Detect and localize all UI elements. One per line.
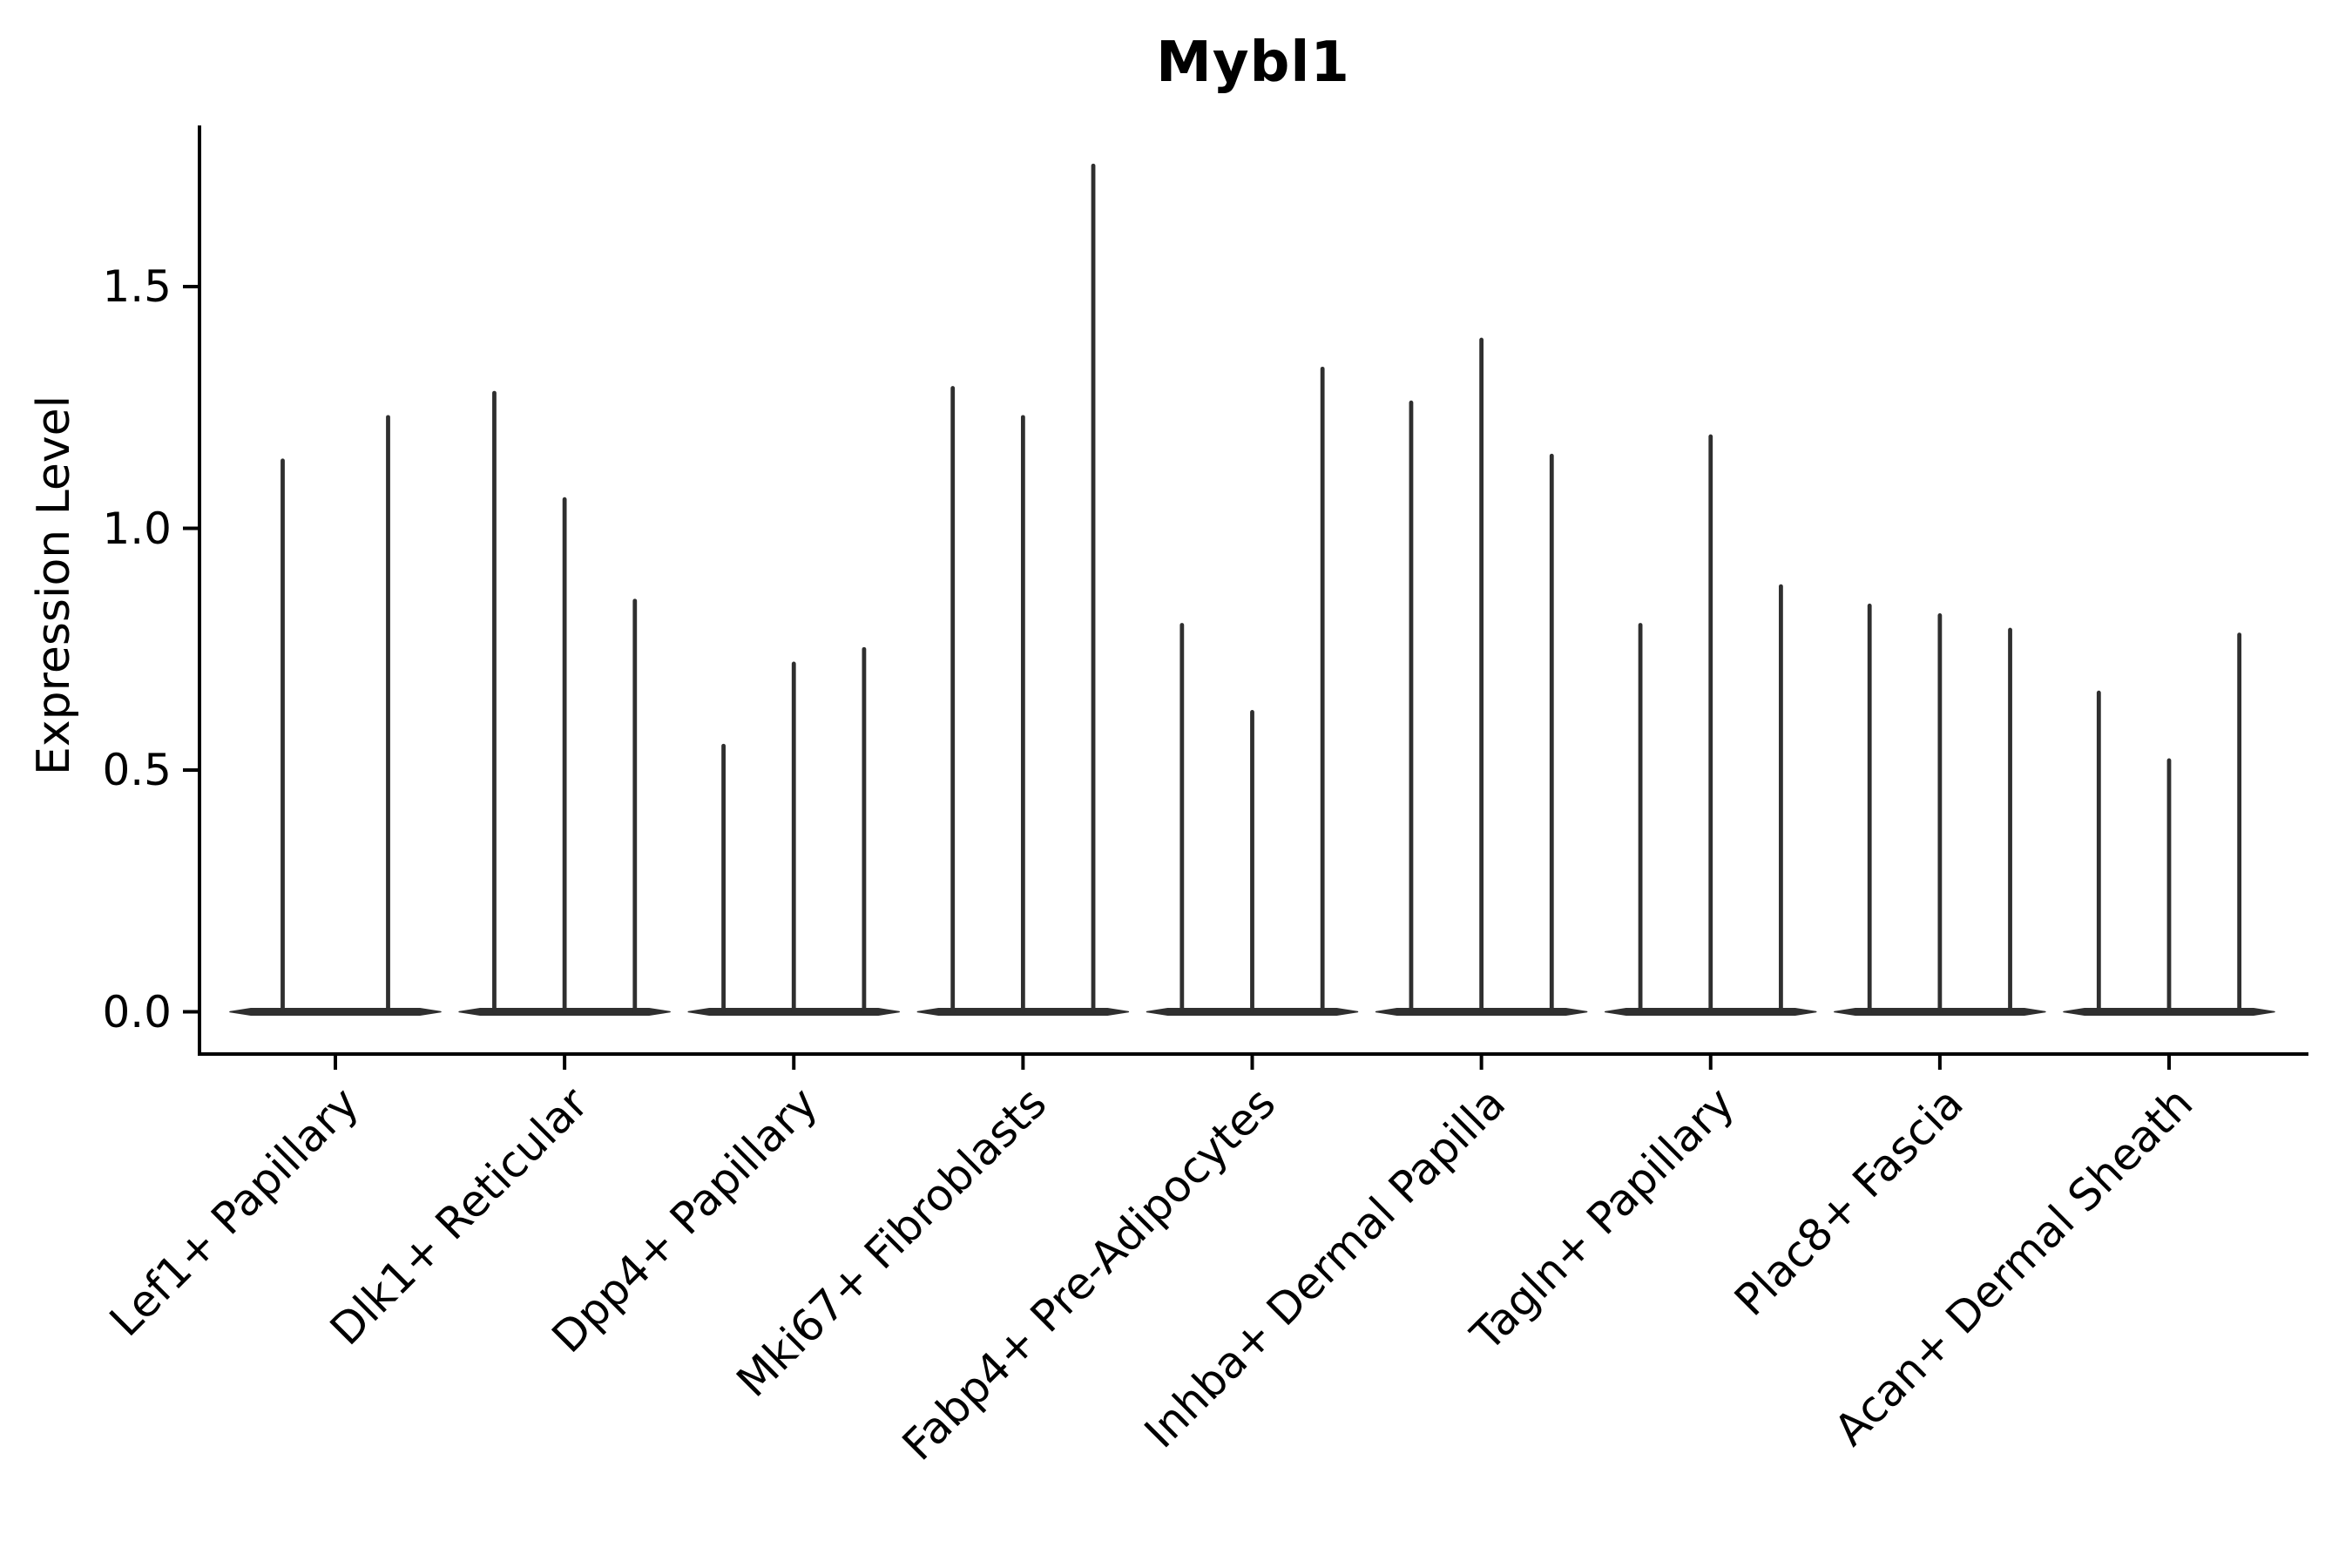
- chart-title: Mybl1: [1156, 30, 1350, 95]
- y-tick-label: 0.5: [102, 745, 172, 795]
- y-axis-label: Expression Level: [28, 395, 80, 776]
- y-tick-label: 1.5: [102, 261, 172, 312]
- violin-base: [229, 1008, 442, 1016]
- y-tick-label: 1.0: [102, 503, 172, 554]
- y-tick-label: 0.0: [102, 986, 172, 1037]
